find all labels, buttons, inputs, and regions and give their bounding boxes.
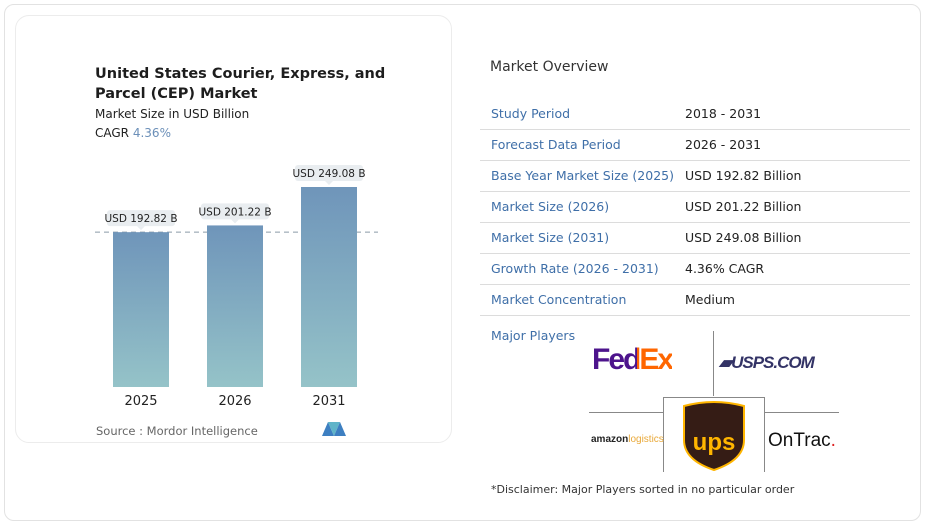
row-label: Market Size (2031) — [491, 230, 610, 245]
row-label: Market Size (2026) — [491, 199, 610, 214]
logo-usps: ▰USPS.COM — [719, 353, 815, 372]
row-value: USD 192.82 Billion — [685, 168, 802, 183]
data-label-pointer — [137, 226, 145, 231]
row-value: 2026 - 2031 — [685, 137, 762, 152]
bar-2025 — [113, 232, 169, 387]
x-tick-label: 2031 — [312, 394, 345, 409]
source-text: Source : Mordor Intelligence — [96, 424, 258, 438]
row-label: Study Period — [491, 106, 571, 121]
row-label: Forecast Data Period — [491, 137, 621, 152]
row-label: Market Concentration — [491, 292, 627, 307]
x-tick-label: 2026 — [218, 394, 251, 409]
row-value: Medium — [685, 292, 735, 307]
overview-row: Base Year Market Size (2025) USD 192.82 B… — [480, 161, 910, 192]
cagr-label: CAGR — [95, 126, 130, 140]
overview-row: Market Size (2031) USD 249.08 Billion — [480, 223, 910, 254]
data-label-bg — [295, 165, 363, 181]
logo-ontrac: OnTrac. — [768, 430, 836, 451]
overview-row: Forecast Data Period 2026 - 2031 — [480, 130, 910, 161]
cagr-value: 4.36% — [132, 126, 171, 140]
bar-2026 — [207, 225, 263, 387]
row-value: USD 249.08 Billion — [685, 230, 802, 245]
row-label: Base Year Market Size (2025) — [491, 168, 674, 183]
overview-title: Market Overview — [490, 59, 609, 75]
logo-fedex: FedEx — [592, 343, 674, 376]
x-tick-label: 2025 — [124, 394, 157, 409]
bar-2031 — [301, 187, 357, 387]
data-label-bg — [107, 210, 175, 227]
overview-row: Market Size (2026) USD 201.22 Billion — [480, 192, 910, 223]
row-value: 2018 - 2031 — [685, 106, 762, 121]
data-label-bg — [201, 203, 269, 220]
data-label: USD 192.82 B — [104, 213, 177, 225]
row-value: 4.36% CAGR — [685, 261, 765, 276]
disclaimer: *Disclaimer: Major Players sorted in no … — [491, 483, 795, 496]
data-label: USD 249.08 B — [292, 168, 365, 180]
data-label-pointer — [325, 181, 333, 185]
row-label: Growth Rate (2026 - 2031) — [491, 261, 659, 276]
data-label-pointer — [231, 219, 239, 224]
major-players-label: Major Players — [491, 328, 576, 343]
row-value: USD 201.22 Billion — [685, 199, 802, 214]
chart-subtitle: Market Size in USD Billion — [95, 107, 250, 121]
overview-row: Study Period 2018 - 2031 — [480, 99, 910, 130]
logo-amazon-logistics: amazonlogistics — [591, 434, 664, 445]
overview-row: Growth Rate (2026 - 2031) 4.36% CAGR — [480, 254, 910, 285]
data-label: USD 201.22 B — [198, 206, 271, 218]
overview-row: Market Concentration Medium — [480, 285, 910, 316]
outer-frame — [4, 4, 921, 521]
chart-title: United States Courier, Express, and Parc… — [95, 66, 386, 102]
cagr: CAGR 4.36% — [95, 126, 171, 140]
